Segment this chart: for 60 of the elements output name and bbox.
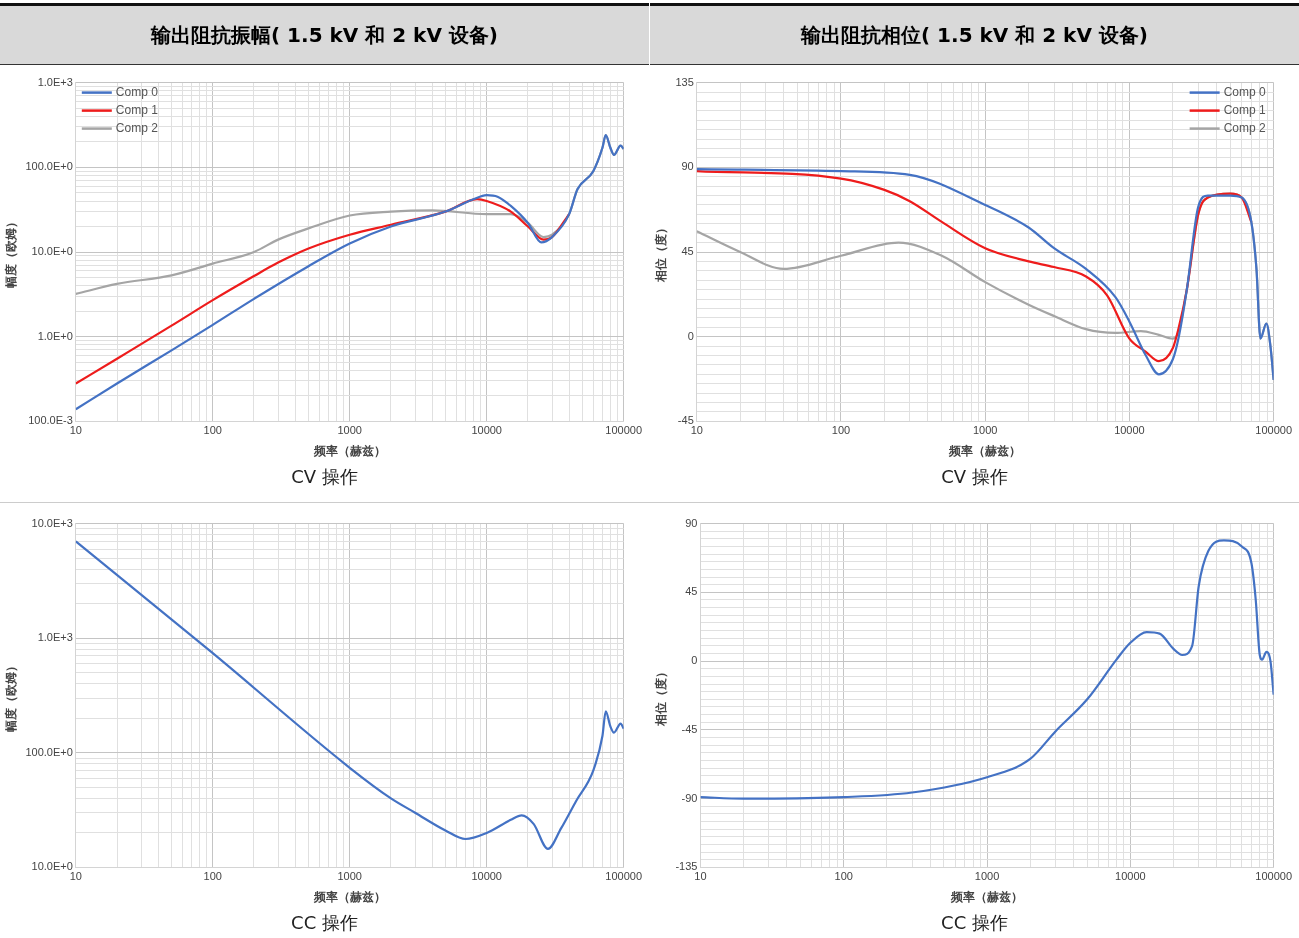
x-tick-label: 10 <box>694 870 707 883</box>
x-tick-label: 100000 <box>605 424 643 437</box>
text: CC 操作 <box>290 911 359 935</box>
y-tick-label: 10.0E+3 <box>31 516 73 529</box>
x-tick-label: 100 <box>203 424 222 437</box>
x-tick-label: 100 <box>203 870 222 883</box>
x-tick-label: 100000 <box>605 870 643 883</box>
x-tick-label: 100000 <box>1255 870 1293 883</box>
x-tick-label: 10000 <box>471 424 502 437</box>
x-tick-label: 10 <box>69 424 82 437</box>
y-tick-label: -45 <box>681 722 698 735</box>
x-axis-title: 频率（赫兹） <box>950 890 1024 905</box>
y-axis-title: 幅度（欧姆） <box>3 216 18 288</box>
y-axis-title: 相位（度） <box>653 665 668 727</box>
x-tick-label: 100 <box>831 424 851 437</box>
y-tick-label: 90 <box>681 160 694 173</box>
legend-label: Comp 0 <box>115 84 159 99</box>
x-tick-label: 100 <box>834 870 853 883</box>
y-axis-title: 相位（度） <box>653 222 668 283</box>
chart-title: 输出阻抗振幅( 1.5 kV 和 2 kV 设备) <box>0 3 649 65</box>
x-tick-label: 100000 <box>1255 424 1293 437</box>
y-tick-label: -90 <box>681 791 698 804</box>
x-tick-label: 1000 <box>337 424 362 437</box>
x-tick-label: 1000 <box>974 870 1000 883</box>
y-tick-label: 10.0E+0 <box>31 860 73 873</box>
chart-title: 输出阻抗相位( 1.5 kV 和 2 kV 设备) <box>650 3 1299 65</box>
y-tick-label: -45 <box>677 414 694 427</box>
y-tick-label: 1.0E+3 <box>37 631 73 644</box>
y-tick-label: 135 <box>675 75 694 88</box>
legend-label: Comp 0 <box>1223 84 1266 99</box>
y-tick-label: 0 <box>687 329 694 342</box>
x-tick-label: 10 <box>69 870 82 883</box>
x-tick-label: 1000 <box>337 870 362 883</box>
text: CV 操作 <box>290 465 359 489</box>
y-tick-label: 10.0E+0 <box>31 245 73 258</box>
x-tick-label: 10000 <box>471 870 502 883</box>
y-tick-label: 45 <box>685 585 698 598</box>
x-axis-title: 频率（赫兹） <box>312 890 386 905</box>
x-axis-title: 频率（赫兹） <box>312 444 386 459</box>
y-tick-label: 90 <box>685 516 698 529</box>
legend-label: Comp 1 <box>115 102 159 117</box>
y-tick-label: -135 <box>675 860 698 873</box>
text: CC 操作 <box>940 911 1009 935</box>
x-tick-label: 10000 <box>1114 424 1145 437</box>
legend-label: Comp 2 <box>115 120 159 135</box>
legend-label: Comp 1 <box>1223 102 1266 117</box>
y-tick-label: 100.0E-3 <box>28 414 73 427</box>
text: CV 操作 <box>940 465 1009 489</box>
y-tick-label: 1.0E+3 <box>37 75 73 88</box>
y-tick-label: 100.0E+0 <box>25 160 73 173</box>
y-tick-label: 0 <box>691 654 698 667</box>
x-tick-label: 10000 <box>1115 870 1146 883</box>
y-tick-label: 45 <box>681 245 694 258</box>
x-tick-label: 1000 <box>972 424 998 437</box>
y-tick-label: 100.0E+0 <box>25 745 73 758</box>
y-tick-label: 1.0E+0 <box>37 329 73 342</box>
y-axis-title: 幅度（欧姆） <box>3 659 18 732</box>
x-tick-label: 10 <box>690 424 703 437</box>
legend-label: Comp 2 <box>1223 120 1266 135</box>
x-axis-title: 频率（赫兹） <box>948 444 1022 459</box>
